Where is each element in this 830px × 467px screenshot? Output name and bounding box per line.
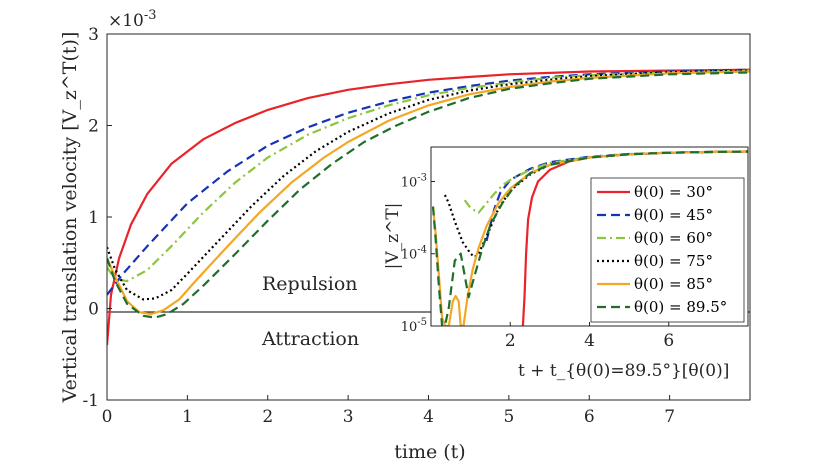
repulsion-annotation: Repulsion bbox=[262, 273, 358, 295]
main-series-group bbox=[107, 68, 750, 346]
x-axis-label: time (t) bbox=[394, 441, 465, 463]
inset-x-tick-label: 4 bbox=[584, 331, 595, 351]
inset-y-tick-label: 10-5 bbox=[401, 317, 427, 335]
exponent-label: ×10-3 bbox=[108, 8, 157, 31]
main-axes-frame bbox=[106, 33, 751, 401]
x-tick-label: 0 bbox=[102, 407, 113, 427]
main-series-0-45 bbox=[107, 68, 750, 296]
main-series-0-85 bbox=[107, 70, 750, 316]
y-axis-label: Vertical translation velocity [V_z^T(t)] bbox=[59, 32, 81, 404]
x-tick-label: 2 bbox=[262, 407, 273, 427]
inset-y-tick-label: 10-3 bbox=[401, 172, 427, 190]
y-tick-label: -1 bbox=[82, 391, 99, 411]
legend: θ(0) = 30° θ(0) = 45° θ(0) = 60° θ(0) = 75°… bbox=[590, 177, 745, 323]
inset-x-tick-label: 2 bbox=[505, 331, 516, 351]
y-tick-label: 2 bbox=[88, 117, 99, 137]
inset-x-tick-label: 6 bbox=[663, 331, 674, 351]
inset-y-tick-label: 10-4 bbox=[401, 245, 427, 263]
main-series-0-60 bbox=[107, 69, 750, 283]
legend-label-0-85: θ(0) = 85° bbox=[634, 275, 713, 293]
legend-label-0-60: θ(0) = 60° bbox=[634, 229, 713, 247]
legend-label-0-75: θ(0) = 75° bbox=[634, 252, 713, 270]
main-series-0-89.5 bbox=[107, 71, 750, 319]
attraction-annotation: Attraction bbox=[261, 328, 359, 350]
inset-y-axis-label: |V_z^T| bbox=[383, 203, 403, 270]
y-tick-label: 0 bbox=[88, 300, 99, 320]
legend-label-0-45: θ(0) = 45° bbox=[634, 206, 713, 224]
inset-ticks-group: 2 4 6 10-3 10-4 10-5 bbox=[401, 172, 674, 351]
legend-label-0-30: θ(0) = 30° bbox=[634, 183, 713, 201]
legend-box bbox=[590, 177, 745, 323]
inset-axes-frame bbox=[430, 146, 749, 327]
inset-x-axis-label: t + t_{θ(0)=89.5°}[θ(0)] bbox=[518, 361, 729, 381]
inset-series-0-75 bbox=[443, 150, 748, 259]
x-tick-label: 1 bbox=[182, 407, 193, 427]
x-tick-label: 5 bbox=[503, 407, 514, 427]
y-tick-label: 1 bbox=[88, 208, 99, 228]
x-tick-label: 4 bbox=[423, 407, 434, 427]
inset-series-group bbox=[431, 150, 748, 326]
inset-series-0-89.5 bbox=[431, 150, 748, 326]
x-tick-label: 3 bbox=[343, 407, 354, 427]
x-tick-label: 7 bbox=[664, 407, 675, 427]
legend-label-0-89.5: θ(0) = 89.5° bbox=[634, 298, 727, 316]
main-series-0-30 bbox=[107, 68, 750, 346]
inset-series-0-60 bbox=[463, 150, 748, 214]
x-tick-label: 6 bbox=[584, 407, 595, 427]
y-tick-label: 3 bbox=[88, 25, 99, 45]
